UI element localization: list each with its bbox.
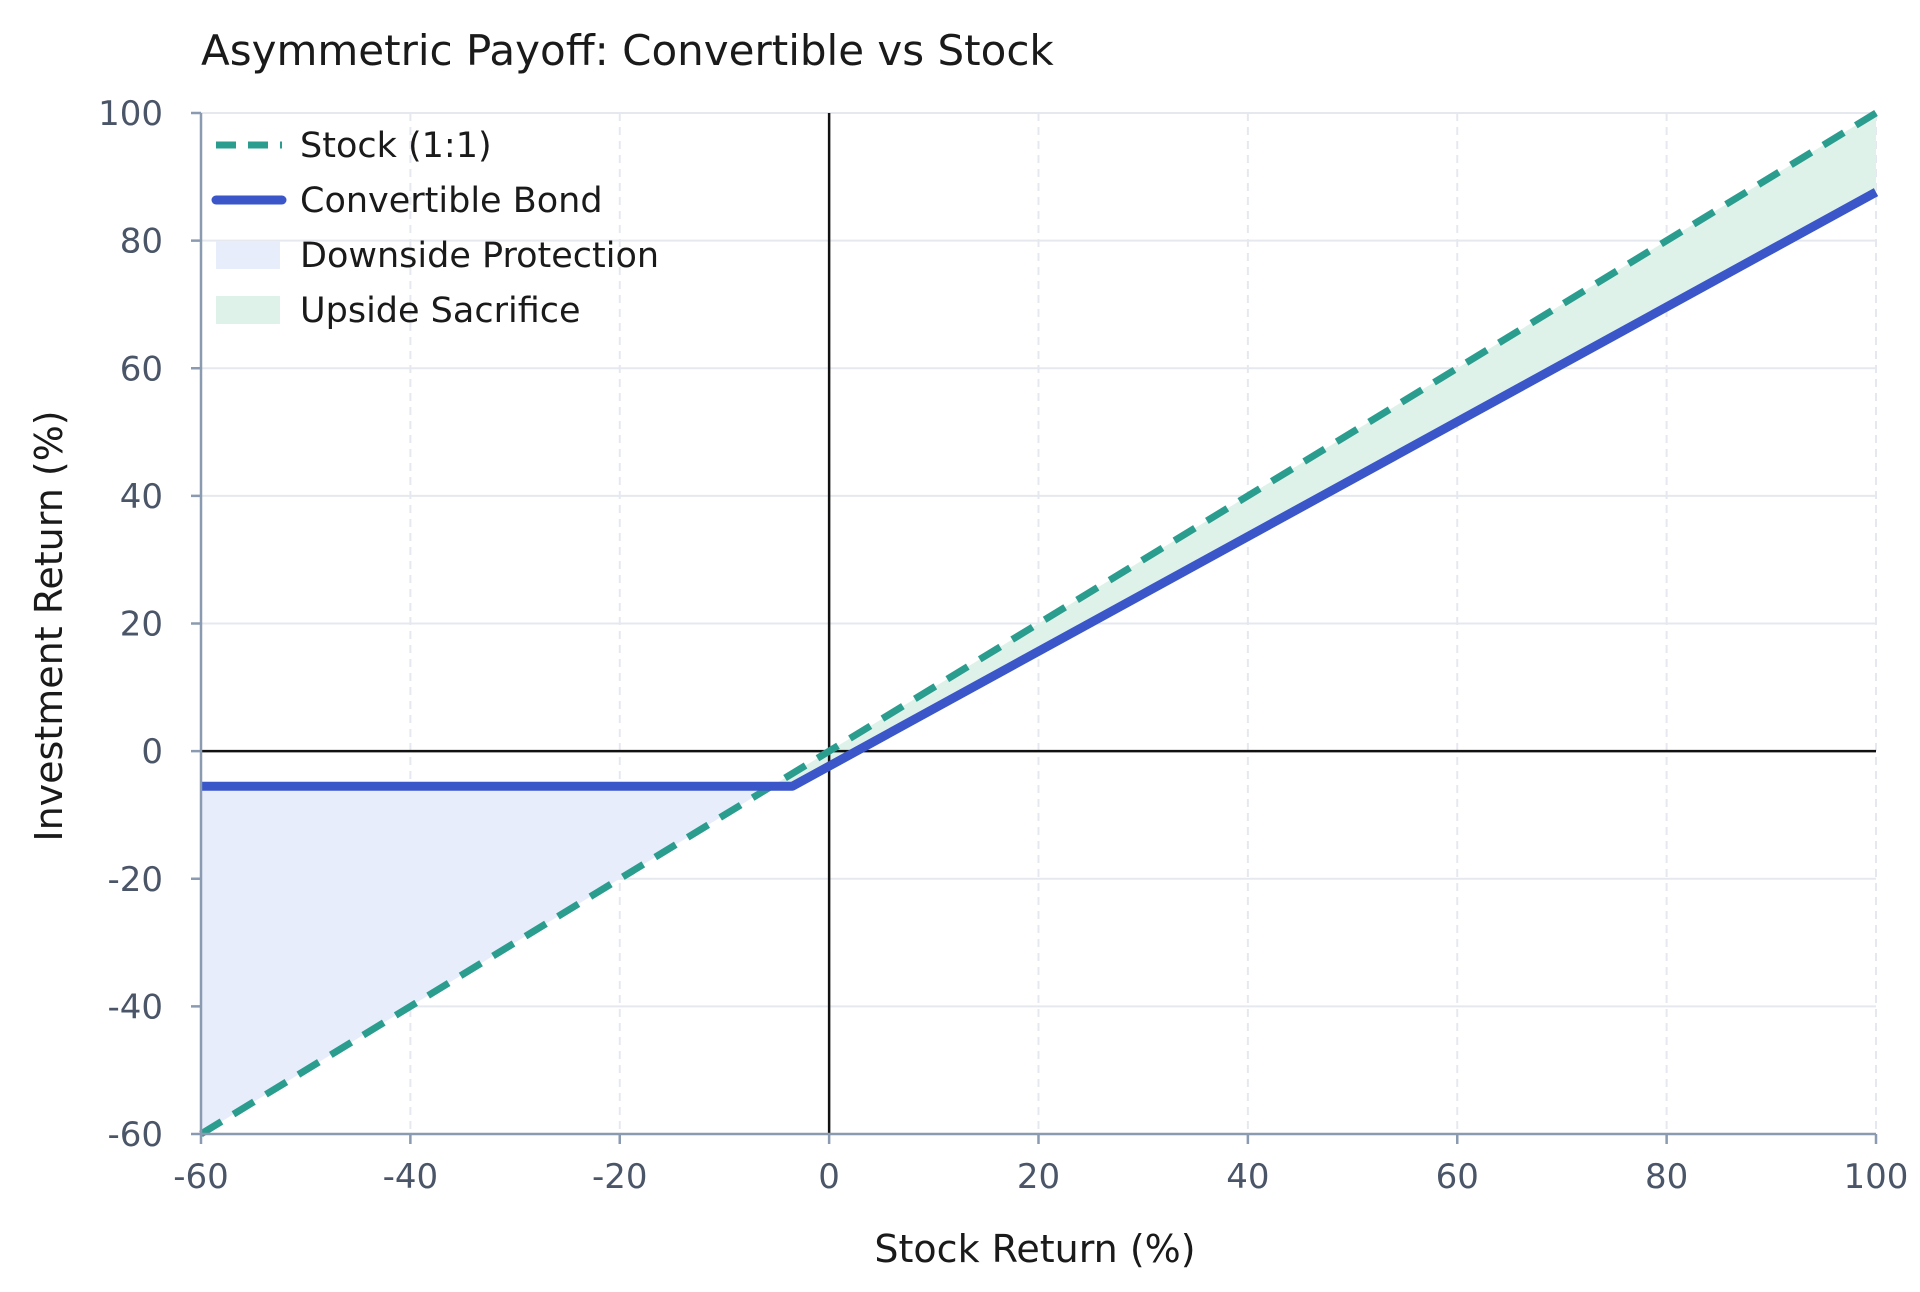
legend-label: Downside Protection xyxy=(300,236,659,276)
y-tick-label: 60 xyxy=(120,349,163,389)
x-tick-label: 0 xyxy=(818,1157,840,1197)
legend-swatch xyxy=(216,241,280,269)
legend-swatch xyxy=(216,296,280,324)
x-tick-label: 60 xyxy=(1436,1157,1479,1197)
y-tick-label: 20 xyxy=(120,605,163,645)
y-tick-label: 40 xyxy=(120,477,163,517)
y-tick-label: -60 xyxy=(107,1115,163,1155)
zero-reference-lines xyxy=(201,113,1876,1134)
series-line-convertible-bond xyxy=(201,188,1879,791)
y-tick-label: 80 xyxy=(120,222,163,262)
series-lines xyxy=(199,110,1879,1137)
x-tick-label: -20 xyxy=(592,1157,648,1197)
y-tick-label: -40 xyxy=(107,987,163,1027)
legend-label: Stock (1:1) xyxy=(300,126,492,166)
x-tick-label: 80 xyxy=(1645,1157,1688,1197)
legend-item-upside-sacrifice: Upside Sacrifice xyxy=(216,291,581,331)
x-tick-labels: -60 -40 -20 0 20 40 60 80 100 xyxy=(173,1157,1908,1197)
x-tick-label: 20 xyxy=(1017,1157,1060,1197)
y-axis-title: Investment Return (%) xyxy=(27,410,71,841)
legend-item-downside-protection: Downside Protection xyxy=(216,236,659,276)
axes xyxy=(191,111,1878,1144)
y-tick-label: -20 xyxy=(107,860,163,900)
legend-label: Convertible Bond xyxy=(300,181,603,221)
y-tick-label: 0 xyxy=(141,732,163,772)
legend-item-convertible-bond: Convertible Bond xyxy=(211,181,603,221)
x-tick-label: -40 xyxy=(383,1157,439,1197)
y-tick-label: 100 xyxy=(98,94,163,134)
x-axis-title: Stock Return (%) xyxy=(874,1227,1195,1271)
legend-label: Upside Sacrifice xyxy=(300,291,581,331)
y-tick-labels: -60 -40 -20 0 20 40 60 80 100 xyxy=(98,94,163,1155)
x-tick-label: 40 xyxy=(1226,1157,1269,1197)
legend-item-stock: Stock (1:1) xyxy=(216,126,492,166)
legend: Stock (1:1) Convertible Bond Downside Prot… xyxy=(211,126,659,331)
x-tick-label: 100 xyxy=(1844,1157,1909,1197)
x-tick-label: -60 xyxy=(173,1157,229,1197)
series-line-stock xyxy=(199,110,1878,1137)
chart-title: Asymmetric Payoff: Convertible vs Stock xyxy=(201,26,1054,75)
area-downside-protection xyxy=(201,786,772,1134)
